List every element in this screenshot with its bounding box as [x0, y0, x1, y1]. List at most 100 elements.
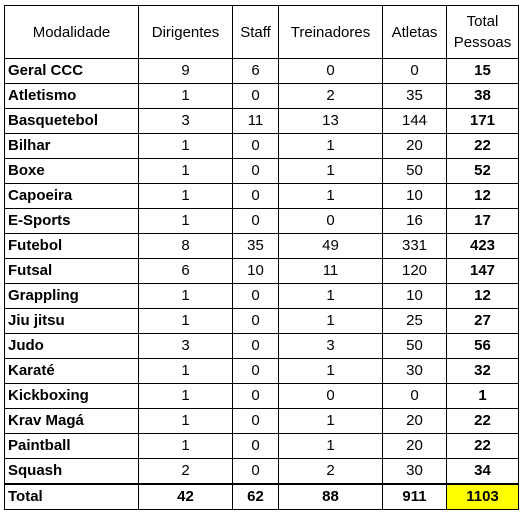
cell-staff: 0	[232, 183, 279, 209]
cell-modalidade: Capoeira	[4, 183, 139, 209]
cell-dirigentes: 1	[138, 208, 233, 234]
table-row: Geral CCC 9 6 0 0 15	[4, 58, 519, 84]
cell-treinadores: 1	[278, 158, 383, 184]
cell-treinadores: 1	[278, 408, 383, 434]
cell-total-pessoas: 423	[446, 233, 519, 259]
cell-modalidade: Krav Magá	[4, 408, 139, 434]
cell-atletas: 20	[382, 408, 447, 434]
cell-dirigentes: 1	[138, 283, 233, 309]
header-dirigentes: Dirigentes	[138, 5, 233, 59]
cell-dirigentes: 1	[138, 433, 233, 459]
cell-dirigentes: 8	[138, 233, 233, 259]
cell-atletas: 144	[382, 108, 447, 134]
header-row: Modalidade Dirigentes Staff Treinadores …	[4, 5, 519, 59]
cell-modalidade: Boxe	[4, 158, 139, 184]
cell-atletas: 20	[382, 433, 447, 459]
cell-modalidade: Atletismo	[4, 83, 139, 109]
sports-participants-table: Modalidade Dirigentes Staff Treinadores …	[4, 5, 519, 510]
table-body: Geral CCC 9 6 0 0 15 Atletismo 1 0 2 35 38 Basqueteb…	[4, 58, 519, 485]
cell-dirigentes: 1	[138, 183, 233, 209]
cell-total-pessoas: 22	[446, 133, 519, 159]
cell-modalidade: Judo	[4, 333, 139, 359]
table-row: Grappling 1 0 1 10 12	[4, 283, 519, 309]
cell-dirigentes: 6	[138, 258, 233, 284]
cell-staff: 0	[232, 283, 279, 309]
cell-staff: 0	[232, 333, 279, 359]
header-atletas: Atletas	[382, 5, 447, 59]
cell-treinadores: 49	[278, 233, 383, 259]
cell-atletas: 50	[382, 333, 447, 359]
cell-modalidade: E-Sports	[4, 208, 139, 234]
table-row: Futsal 6 10 11 120 147	[4, 258, 519, 284]
cell-total-pessoas: 32	[446, 358, 519, 384]
table-row: Basquetebol 3 11 13 144 171	[4, 108, 519, 134]
cell-total-pessoas: 15	[446, 58, 519, 84]
cell-atletas: 30	[382, 358, 447, 384]
cell-treinadores: 3	[278, 333, 383, 359]
cell-staff: 0	[232, 208, 279, 234]
cell-modalidade: Jiu jitsu	[4, 308, 139, 334]
cell-modalidade: Futebol	[4, 233, 139, 259]
cell-total-pessoas: 171	[446, 108, 519, 134]
cell-treinadores: 1	[278, 283, 383, 309]
cell-treinadores: 13	[278, 108, 383, 134]
cell-total-pessoas: 1	[446, 383, 519, 409]
cell-treinadores: 2	[278, 458, 383, 485]
table-row: Bilhar 1 0 1 20 22	[4, 133, 519, 159]
footer-staff: 62	[232, 483, 279, 510]
cell-staff: 0	[232, 408, 279, 434]
table-row: Judo 3 0 3 50 56	[4, 333, 519, 359]
table-row: Futebol 8 35 49 331 423	[4, 233, 519, 259]
cell-treinadores: 1	[278, 183, 383, 209]
cell-dirigentes: 3	[138, 333, 233, 359]
cell-atletas: 120	[382, 258, 447, 284]
cell-atletas: 30	[382, 458, 447, 485]
cell-staff: 0	[232, 158, 279, 184]
cell-treinadores: 11	[278, 258, 383, 284]
cell-total-pessoas: 12	[446, 283, 519, 309]
cell-atletas: 10	[382, 283, 447, 309]
footer-atletas: 911	[382, 483, 447, 510]
cell-total-pessoas: 17	[446, 208, 519, 234]
cell-staff: 0	[232, 458, 279, 485]
cell-dirigentes: 1	[138, 358, 233, 384]
cell-dirigentes: 2	[138, 458, 233, 485]
table-row: Kickboxing 1 0 0 0 1	[4, 383, 519, 409]
cell-treinadores: 1	[278, 133, 383, 159]
cell-treinadores: 1	[278, 358, 383, 384]
cell-dirigentes: 1	[138, 383, 233, 409]
cell-treinadores: 0	[278, 208, 383, 234]
cell-modalidade: Bilhar	[4, 133, 139, 159]
table-row: Boxe 1 0 1 50 52	[4, 158, 519, 184]
table-row: Paintball 1 0 1 20 22	[4, 433, 519, 459]
table-row: Capoeira 1 0 1 10 12	[4, 183, 519, 209]
table-row: E-Sports 1 0 0 16 17	[4, 208, 519, 234]
table-row: Jiu jitsu 1 0 1 25 27	[4, 308, 519, 334]
table-row: Karaté 1 0 1 30 32	[4, 358, 519, 384]
table-row: Atletismo 1 0 2 35 38	[4, 83, 519, 109]
cell-modalidade: Squash	[4, 458, 139, 485]
header-treinadores: Treinadores	[278, 5, 383, 59]
cell-modalidade: Kickboxing	[4, 383, 139, 409]
cell-total-pessoas: 27	[446, 308, 519, 334]
cell-staff: 0	[232, 383, 279, 409]
cell-treinadores: 2	[278, 83, 383, 109]
cell-dirigentes: 1	[138, 83, 233, 109]
cell-total-pessoas: 38	[446, 83, 519, 109]
cell-atletas: 10	[382, 183, 447, 209]
cell-total-pessoas: 22	[446, 433, 519, 459]
cell-dirigentes: 1	[138, 158, 233, 184]
header-staff: Staff	[232, 5, 279, 59]
header-modalidade: Modalidade	[4, 5, 139, 59]
footer-row: Total 42 62 88 911 1103	[4, 483, 519, 510]
header-total-line1: Total	[466, 13, 499, 30]
cell-dirigentes: 3	[138, 108, 233, 134]
cell-staff: 0	[232, 83, 279, 109]
footer-label: Total	[4, 483, 139, 510]
cell-total-pessoas: 147	[446, 258, 519, 284]
cell-total-pessoas: 22	[446, 408, 519, 434]
cell-total-pessoas: 34	[446, 458, 519, 485]
cell-atletas: 0	[382, 383, 447, 409]
footer-grand-total: 1103	[446, 483, 519, 510]
header-total-pessoas: Total Pessoas	[446, 5, 519, 59]
